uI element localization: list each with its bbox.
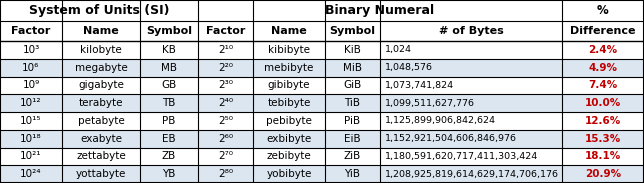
- Text: yottabyte: yottabyte: [76, 169, 126, 179]
- Text: 1,208,925,819,614,629,174,706,176: 1,208,925,819,614,629,174,706,176: [385, 170, 559, 179]
- Text: MiB: MiB: [343, 63, 362, 73]
- Text: pebibyte: pebibyte: [266, 116, 312, 126]
- Text: 2⁴⁰: 2⁴⁰: [218, 98, 233, 108]
- Text: megabyte: megabyte: [75, 63, 128, 73]
- Text: petabyte: petabyte: [78, 116, 124, 126]
- Text: 10¹⁵: 10¹⁵: [20, 116, 42, 126]
- Text: 10²¹: 10²¹: [20, 151, 42, 161]
- Bar: [0, 94, 644, 112]
- Text: 2²⁰: 2²⁰: [218, 63, 233, 73]
- Text: 1,180,591,620,717,411,303,424: 1,180,591,620,717,411,303,424: [385, 152, 538, 161]
- Text: zebibyte: zebibyte: [267, 151, 312, 161]
- Text: tebibyte: tebibyte: [267, 98, 310, 108]
- Text: Name: Name: [271, 26, 307, 36]
- Text: TiB: TiB: [345, 98, 361, 108]
- Text: MB: MB: [161, 63, 177, 73]
- Text: System of Units (SI): System of Units (SI): [29, 4, 169, 17]
- Text: PiB: PiB: [345, 116, 361, 126]
- Text: yobibyte: yobibyte: [267, 169, 312, 179]
- Text: 1,073,741,824: 1,073,741,824: [385, 81, 454, 90]
- Text: 1,024: 1,024: [385, 45, 412, 54]
- Text: gigabyte: gigabyte: [78, 80, 124, 90]
- Text: # of Bytes: # of Bytes: [439, 26, 504, 36]
- Text: TB: TB: [162, 98, 176, 108]
- Text: 10⁶: 10⁶: [23, 63, 40, 73]
- Text: 10¹⁸: 10¹⁸: [20, 134, 42, 144]
- Text: ZiB: ZiB: [344, 151, 361, 161]
- Bar: [0, 130, 644, 147]
- Text: GiB: GiB: [343, 80, 362, 90]
- Text: GB: GB: [162, 80, 176, 90]
- Text: Name: Name: [83, 26, 119, 36]
- Text: ZB: ZB: [162, 151, 176, 161]
- Text: exabyte: exabyte: [80, 134, 122, 144]
- Bar: [0, 112, 644, 130]
- Text: 1,099,511,627,776: 1,099,511,627,776: [385, 99, 475, 108]
- Bar: [0, 165, 644, 183]
- Text: terabyte: terabyte: [79, 98, 123, 108]
- Text: 4.9%: 4.9%: [589, 63, 618, 73]
- Text: 2⁷⁰: 2⁷⁰: [218, 151, 233, 161]
- Text: Symbol: Symbol: [330, 26, 375, 36]
- Text: %: %: [597, 4, 609, 17]
- Bar: [0, 59, 644, 76]
- Text: Difference: Difference: [570, 26, 636, 36]
- Text: zettabyte: zettabyte: [76, 151, 126, 161]
- Text: 2⁶⁰: 2⁶⁰: [218, 134, 233, 144]
- Bar: [0, 41, 644, 59]
- Text: 10.0%: 10.0%: [585, 98, 621, 108]
- Text: 15.3%: 15.3%: [585, 134, 621, 144]
- Text: 2.4%: 2.4%: [589, 45, 618, 55]
- Text: Factor: Factor: [206, 26, 245, 36]
- Text: Symbol: Symbol: [146, 26, 192, 36]
- Text: Binary Numeral: Binary Numeral: [325, 4, 435, 17]
- Text: 2⁵⁰: 2⁵⁰: [218, 116, 233, 126]
- Text: kibibyte: kibibyte: [268, 45, 310, 55]
- Text: 7.4%: 7.4%: [589, 80, 618, 90]
- Text: KiB: KiB: [344, 45, 361, 55]
- Bar: [0, 0, 644, 21]
- Text: 1,048,576: 1,048,576: [385, 63, 433, 72]
- Text: 2³⁰: 2³⁰: [218, 80, 233, 90]
- Bar: [0, 147, 644, 165]
- Text: EiB: EiB: [344, 134, 361, 144]
- Text: YiB: YiB: [345, 169, 361, 179]
- Text: YB: YB: [162, 169, 176, 179]
- Text: 10²⁴: 10²⁴: [20, 169, 42, 179]
- Text: 1,152,921,504,606,846,976: 1,152,921,504,606,846,976: [385, 134, 517, 143]
- Text: Factor: Factor: [12, 26, 51, 36]
- Text: 2¹⁰: 2¹⁰: [218, 45, 233, 55]
- Text: 10³: 10³: [23, 45, 40, 55]
- Text: 18.1%: 18.1%: [585, 151, 621, 161]
- Bar: [0, 76, 644, 94]
- Text: 10⁹: 10⁹: [23, 80, 40, 90]
- Text: exbibyte: exbibyte: [267, 134, 312, 144]
- Text: 12.6%: 12.6%: [585, 116, 621, 126]
- Text: 2⁸⁰: 2⁸⁰: [218, 169, 233, 179]
- Bar: [0, 21, 644, 41]
- Text: kilobyte: kilobyte: [80, 45, 122, 55]
- Text: 10¹²: 10¹²: [20, 98, 42, 108]
- Text: gibibyte: gibibyte: [268, 80, 310, 90]
- Text: EB: EB: [162, 134, 176, 144]
- Text: mebibyte: mebibyte: [264, 63, 314, 73]
- Text: PB: PB: [162, 116, 176, 126]
- Text: 20.9%: 20.9%: [585, 169, 621, 179]
- Text: 1,125,899,906,842,624: 1,125,899,906,842,624: [385, 116, 496, 125]
- Text: KB: KB: [162, 45, 176, 55]
